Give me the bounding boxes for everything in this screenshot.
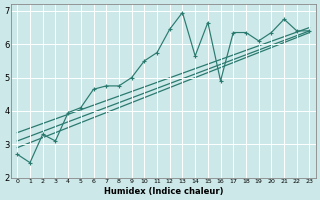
X-axis label: Humidex (Indice chaleur): Humidex (Indice chaleur)	[104, 187, 223, 196]
